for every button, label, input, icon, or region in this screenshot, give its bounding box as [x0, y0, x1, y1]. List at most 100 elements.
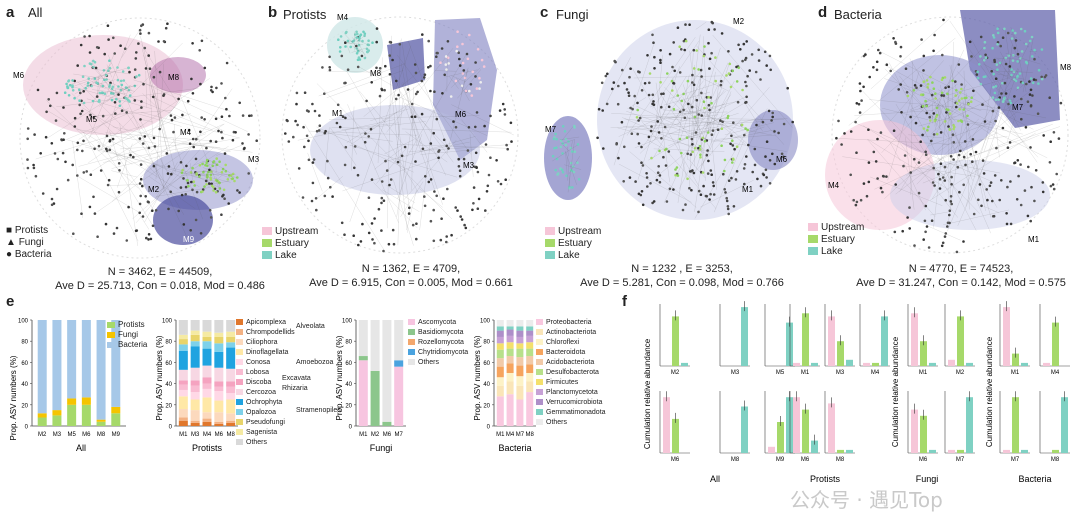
bar-M6-Sagenista	[214, 333, 223, 337]
network-node	[601, 109, 604, 112]
f-bar	[786, 323, 793, 366]
network-node	[687, 80, 690, 83]
network-node	[994, 174, 997, 177]
network-node	[949, 128, 952, 131]
network-node	[1002, 100, 1005, 103]
network-node	[955, 89, 958, 92]
bar-M4-Apicomplexa	[203, 422, 212, 426]
network-node	[951, 80, 954, 83]
network-node	[736, 80, 739, 83]
network-node	[947, 109, 950, 112]
bar-M5-Bacteria	[67, 320, 76, 398]
network-node	[960, 83, 963, 86]
network-node	[360, 240, 363, 243]
network-node	[1005, 212, 1008, 215]
bar-M8-Desulfobacterota	[526, 349, 533, 356]
bar-M8-Chrompodellids	[226, 421, 235, 423]
network-node	[436, 52, 439, 55]
network-node	[26, 138, 29, 141]
network-edge	[97, 142, 132, 164]
network-node	[174, 116, 177, 119]
legend-entry: Dinoflagellata	[236, 348, 295, 358]
label-m1: M1	[1028, 235, 1040, 244]
y-tick-label: 80	[345, 340, 352, 346]
bar-M8-Bacteria	[97, 320, 106, 420]
network-node	[321, 66, 324, 69]
network-node	[745, 155, 748, 158]
network-node	[942, 19, 945, 22]
network-node	[27, 127, 30, 130]
bar-M6-Protists	[82, 405, 91, 426]
network-node	[726, 200, 729, 203]
network-node	[311, 103, 314, 106]
network-edge	[120, 143, 210, 149]
network-node	[430, 220, 433, 223]
network-node	[690, 170, 693, 173]
bar-M5-Protists	[67, 405, 76, 426]
network-node	[892, 37, 895, 40]
network-node	[456, 30, 459, 33]
network-node	[190, 78, 193, 81]
network-node	[393, 243, 396, 246]
network-node	[972, 138, 975, 141]
svg-text:Prop. ASV numbers (%): Prop. ASV numbers (%)	[155, 335, 164, 420]
network-node	[195, 173, 198, 176]
bar-M8-Ciliophora	[226, 413, 235, 420]
svg-text:Cumulation relative abundance: Cumulation relative abundance	[643, 338, 652, 449]
network-node	[1050, 185, 1053, 188]
network-node	[435, 55, 438, 58]
network-node	[684, 203, 687, 206]
network-node	[744, 81, 747, 84]
y-tick-label: 20	[345, 403, 352, 409]
network-node	[223, 189, 226, 192]
network-node	[220, 213, 223, 216]
network-node	[195, 219, 198, 222]
svg-text:Cumulation relative abundance: Cumulation relative abundance	[985, 336, 994, 447]
network-node	[484, 209, 487, 212]
network-node	[629, 67, 632, 70]
network-node	[673, 108, 676, 111]
network-node	[996, 63, 999, 66]
network-node	[623, 146, 626, 149]
network-node	[628, 76, 631, 79]
network-node	[302, 196, 305, 199]
network-node	[255, 139, 258, 142]
network-node	[371, 41, 374, 44]
x-tick-label: M3	[53, 432, 62, 438]
network-node	[653, 56, 656, 59]
network-node	[60, 138, 63, 141]
legend-entry: Apicomplexa	[236, 318, 295, 328]
bar-M3-Discoba	[191, 380, 200, 385]
network-node	[682, 209, 685, 212]
network-node	[769, 159, 772, 162]
bar-M1-Others	[497, 320, 504, 326]
network-node	[690, 189, 693, 192]
network-node	[106, 135, 109, 138]
network-node	[693, 172, 696, 175]
network-node	[926, 129, 929, 132]
network-node	[688, 187, 691, 190]
network-node	[879, 52, 882, 55]
network-node	[1049, 140, 1052, 143]
network-node	[445, 55, 448, 58]
network-node	[926, 225, 929, 228]
network-node	[318, 114, 321, 117]
bar-M1-Bacteroidota	[497, 367, 504, 378]
network-node	[658, 150, 661, 153]
network-node	[159, 71, 162, 74]
network-node	[450, 95, 453, 98]
network-node	[45, 111, 48, 114]
network-node	[389, 41, 392, 44]
network-node	[691, 143, 694, 146]
network-node	[653, 67, 656, 70]
network-node	[82, 90, 85, 93]
f-bar	[828, 403, 835, 453]
network-node	[190, 171, 193, 174]
network-node	[760, 185, 763, 188]
network-node	[648, 82, 651, 85]
f-bar	[1061, 397, 1068, 453]
network-node	[315, 197, 318, 200]
network-node	[732, 158, 735, 161]
network-node	[344, 164, 347, 167]
network-node	[341, 222, 344, 225]
